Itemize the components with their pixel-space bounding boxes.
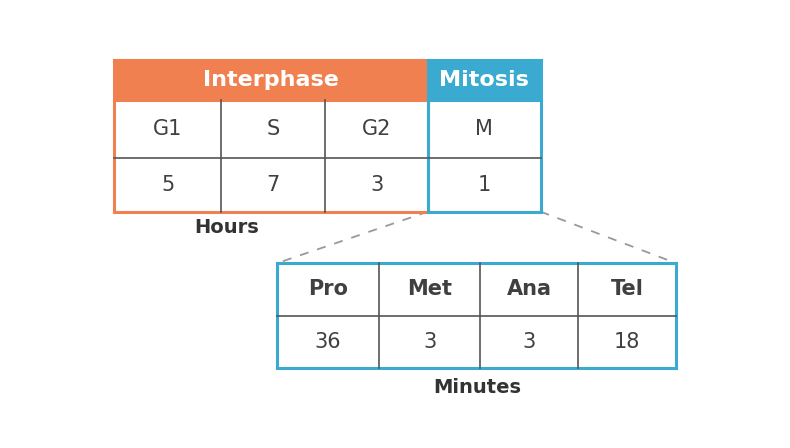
Bar — [428, 60, 540, 100]
Text: Minutes: Minutes — [433, 379, 521, 397]
Text: Pro: Pro — [308, 280, 348, 299]
Text: 1: 1 — [478, 175, 491, 195]
Text: 3: 3 — [370, 175, 383, 195]
Text: 3: 3 — [523, 332, 536, 352]
Text: 18: 18 — [614, 332, 641, 352]
Text: Met: Met — [407, 280, 452, 299]
Text: Ana: Ana — [506, 280, 551, 299]
Text: Interphase: Interphase — [203, 70, 339, 90]
Text: 5: 5 — [161, 175, 175, 195]
Text: 36: 36 — [315, 332, 341, 352]
Text: G1: G1 — [153, 119, 182, 139]
Text: Hours: Hours — [194, 218, 259, 237]
Text: S: S — [266, 119, 280, 139]
Bar — [115, 100, 428, 211]
Text: 3: 3 — [423, 332, 436, 352]
Bar — [115, 60, 428, 100]
Text: Tel: Tel — [611, 280, 644, 299]
Text: M: M — [476, 119, 493, 139]
Text: 7: 7 — [266, 175, 280, 195]
Text: G2: G2 — [362, 119, 391, 139]
Bar — [277, 263, 676, 368]
Text: Mitosis: Mitosis — [439, 70, 529, 90]
Bar — [428, 100, 540, 211]
